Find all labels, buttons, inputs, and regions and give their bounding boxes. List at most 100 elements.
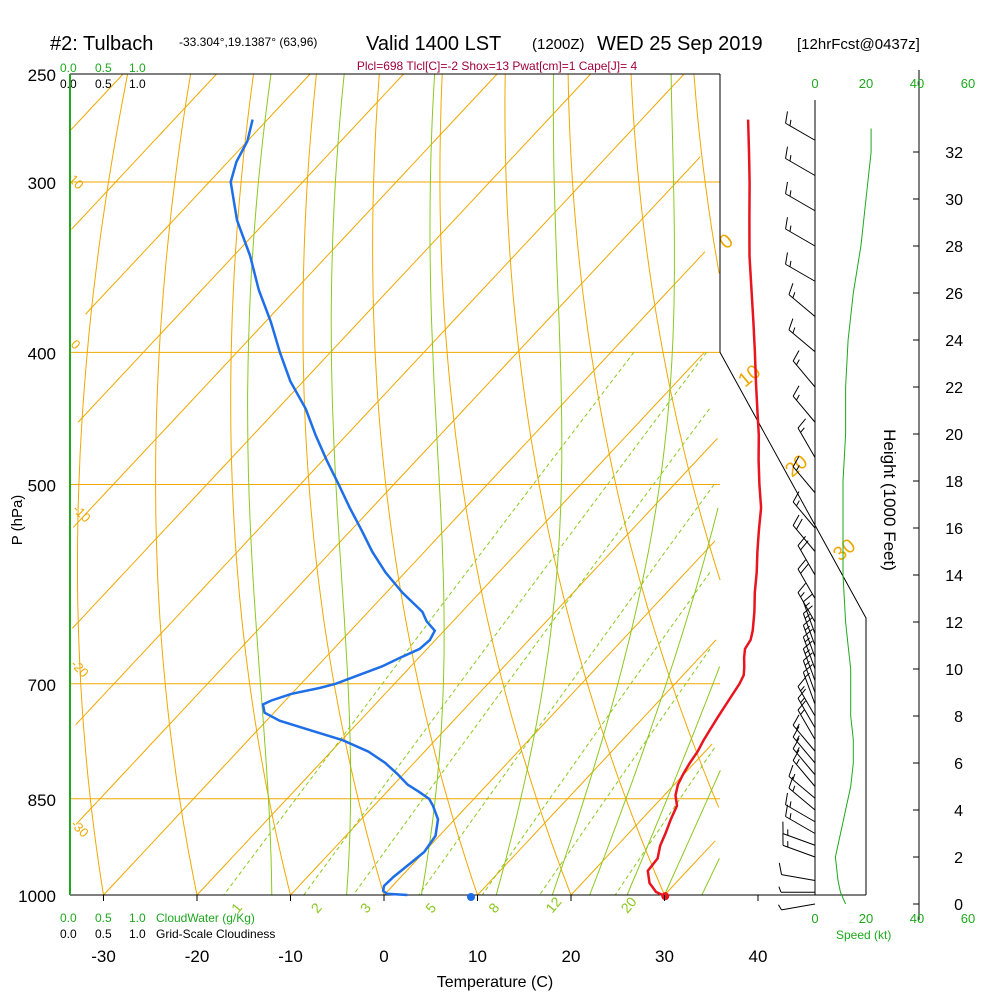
wind-barb-staff [792, 736, 816, 764]
dewpoint-surface-dot [467, 893, 475, 901]
isotherm [71, 73, 591, 629]
wind-barb-flag [788, 764, 794, 777]
moist-adiabat [551, 73, 675, 896]
wind-barb [785, 111, 816, 141]
dry-adiabat [77, 73, 129, 896]
height-tick-12: 12 [945, 615, 963, 632]
y-axis-title: P (hPa) [9, 495, 26, 546]
isotherm [71, 73, 217, 230]
wind-barb-flag [803, 640, 813, 650]
wind-barb-flag [789, 260, 792, 267]
temp-tick--10: -10 [278, 947, 303, 966]
pressure-lines [70, 181, 720, 800]
height-tick-0: 0 [954, 897, 963, 914]
dry-adiabat [230, 73, 291, 896]
wind-barb-flag [804, 614, 810, 619]
isotherm [75, 156, 701, 825]
wind-barb-flag [797, 700, 806, 711]
wind-barb-flag [803, 652, 813, 661]
wind-barb-flag [795, 758, 800, 765]
height-tick-32: 32 [945, 145, 963, 162]
wind-barb-staff [797, 592, 816, 623]
speed-tick-bottom-0: 0 [811, 911, 818, 926]
wind-barb-staff [797, 568, 816, 599]
wind-barb-flag [804, 602, 810, 607]
wind-barb-flag [800, 697, 805, 704]
height-tick-16: 16 [945, 521, 963, 538]
dry-adiabat [630, 73, 721, 581]
wind-barb-flag [803, 593, 813, 603]
wind-barb [782, 821, 816, 846]
wind-barb-flag [800, 540, 809, 551]
wind-barb [792, 726, 816, 764]
temp-tick-0: 0 [379, 947, 388, 966]
height-tick-2: 2 [954, 850, 963, 867]
wind-barb-flag [789, 119, 792, 126]
isotherms [70, 73, 718, 896]
isotherm [103, 251, 706, 896]
wind-barb [785, 792, 816, 823]
height-tick-26: 26 [945, 286, 963, 303]
wind-barb-flag [795, 359, 800, 366]
cloudiness-scale-bottom-0: 0.0 [60, 927, 77, 941]
wind-barb [797, 418, 816, 458]
mixing-ratio-label-4: 8 [485, 900, 502, 916]
wind-barb-flag [795, 747, 800, 753]
cloudwater-scale-bottom-2: 1.0 [129, 911, 146, 925]
wind-barb [792, 749, 816, 787]
pressure-tick-700: 700 [28, 676, 56, 695]
wind-barb-flag [803, 617, 813, 626]
wind-barb [797, 688, 816, 728]
temp-tick-20: 20 [562, 947, 581, 966]
station-coords: -33.304°,19.1387° (63,96) [179, 35, 317, 49]
cloudwater-scale-bottom-0: 0.0 [60, 911, 77, 925]
wind-barb [792, 455, 816, 494]
cloudwater-scale-bottom: 0.0 0.5 1.0 CloudWater (g/Kg) [60, 911, 255, 925]
wind-barb-flag [800, 709, 805, 715]
moist-adiabat [664, 769, 721, 896]
temperature-line [646, 119, 763, 898]
temp-tick-30: 30 [655, 947, 674, 966]
wind-barb-flag [797, 676, 806, 687]
cloudwater-scale-bottom-1: 0.5 [95, 911, 112, 925]
mixing-ratio-label-1: 2 [308, 900, 325, 916]
height-tick-6: 6 [954, 756, 963, 773]
height-tick-18: 18 [945, 474, 963, 491]
station-title: #2: Tulbach [50, 33, 153, 55]
wind-barb-flag [785, 181, 788, 194]
wind-barb-flag [800, 686, 805, 692]
wind-barb-flag [795, 735, 800, 742]
pressure-tick-250: 250 [28, 66, 56, 85]
wind-barb [788, 283, 816, 317]
wind-barb-staff [802, 625, 816, 658]
wind-barb-flag [789, 225, 792, 232]
wind-barb [792, 350, 816, 388]
wind-barb-flag [789, 190, 792, 197]
wind-barb-flag [795, 394, 800, 401]
wind-barb-flag [792, 385, 800, 397]
speed-tick-bottom-40: 40 [910, 911, 924, 926]
mixing-ratio-line [352, 408, 710, 896]
speed-tick-top-60: 60 [961, 76, 975, 91]
isotherm [290, 437, 718, 896]
wind-barb-flag [797, 535, 806, 546]
mixing-ratio-label-5: 12 [542, 894, 564, 916]
dry-adiabat-label-left-4: -30 [68, 817, 92, 841]
wind-barb-flag [789, 155, 792, 162]
mixing-ratio-line [614, 747, 715, 896]
wind-barb-staff [792, 395, 816, 423]
pressure-tick-500: 500 [28, 477, 56, 496]
wind-barb [802, 593, 816, 634]
wind-barb [797, 535, 816, 576]
wind-barb [802, 617, 816, 658]
wind-barb [797, 676, 816, 717]
stability-indices: Plcl=698 Tlcl[C]=-2 Shox=13 Pwat[cm]=1 C… [357, 59, 638, 73]
moist-adiabat [495, 73, 563, 896]
isotherm [75, 73, 685, 725]
wind-barb [792, 385, 816, 423]
dry-adiabat-label-left-3: -20 [68, 657, 92, 681]
wind-speed-line [834, 128, 872, 905]
cloudiness-scale-top: 0.0 0.5 1.0 [60, 77, 146, 91]
wind-barb [802, 652, 816, 693]
wind-barb-flag [797, 688, 806, 699]
